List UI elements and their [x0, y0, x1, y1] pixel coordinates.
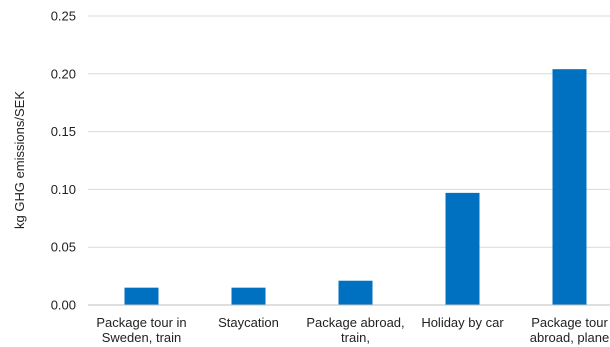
x-tick-label: Package tour abroad, plane [530, 315, 610, 345]
x-tick-label: Staycation [218, 315, 279, 330]
y-tick-label: 0.10 [51, 182, 76, 197]
y-tick-label: 0.00 [51, 298, 76, 313]
y-tick-labels: 0.00 0.05 0.10 0.15 0.20 0.25 [51, 9, 76, 313]
y-tick-label: 0.20 [51, 66, 76, 81]
x-tick-label: Holiday by car [421, 315, 504, 330]
bar-3 [445, 192, 480, 305]
x-tick-label: Package abroad, train, [306, 315, 404, 345]
bar-2 [338, 280, 373, 305]
y-tick-label: 0.05 [51, 240, 76, 255]
y-axis-title: kg GHG emissions/SEK [12, 91, 27, 229]
bar-4 [552, 69, 587, 306]
bar-1 [231, 287, 266, 305]
category-labels: Package tour in Sweden, train Staycation Pa… [96, 315, 609, 345]
bar-0 [124, 287, 159, 305]
y-tick-label: 0.15 [51, 124, 76, 139]
bars [124, 69, 587, 306]
y-tick-label: 0.25 [51, 9, 76, 24]
gridlines [88, 15, 610, 248]
x-tick-label: Package tour in Sweden, train [96, 315, 186, 345]
